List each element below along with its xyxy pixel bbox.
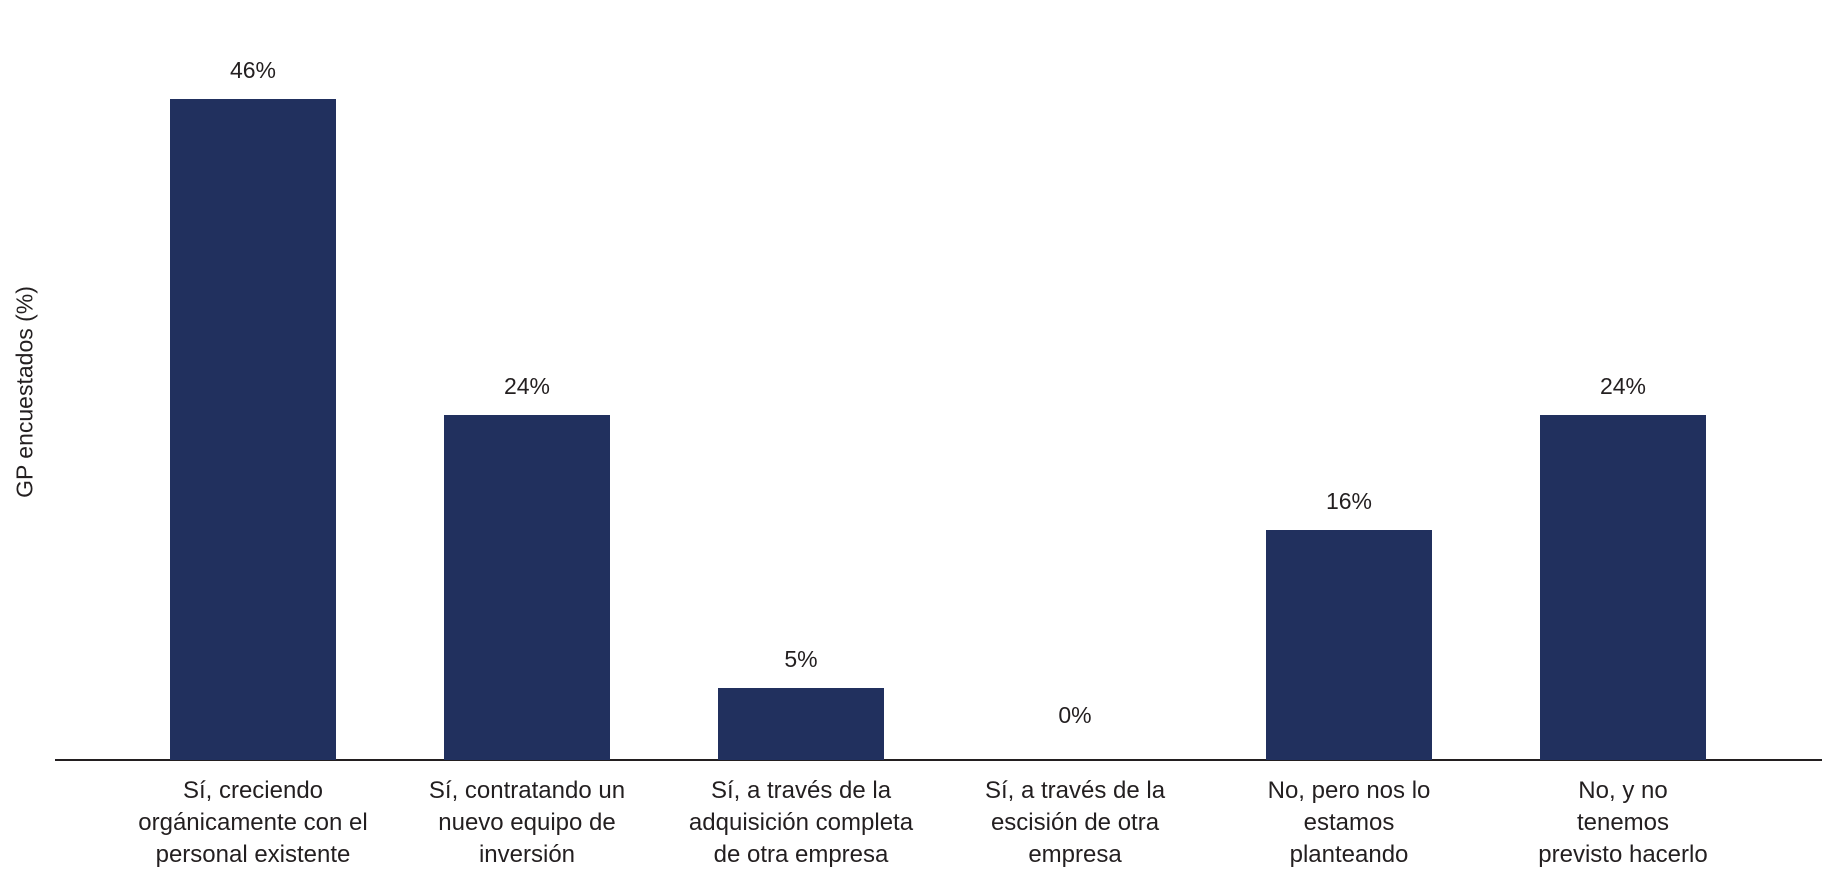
- x-axis-line: [55, 759, 1822, 761]
- bar: [170, 99, 336, 760]
- category-label-line: estamos: [1303, 809, 1395, 836]
- category-label-line: Sí, a través de la: [710, 777, 892, 804]
- category-label: No, pero nos lo estamos planteando: [1212, 775, 1486, 871]
- category-label-line: personal existente: [155, 841, 351, 868]
- category-label: Sí, a través de la adquisición completa de…: [664, 775, 938, 871]
- bar: [444, 415, 610, 760]
- category-label-line: inversión: [478, 841, 576, 868]
- bar-value-label: 16%: [1325, 488, 1373, 514]
- category-label-line: escisión de otra: [990, 809, 1160, 836]
- category-label-line: No, pero nos lo: [1267, 777, 1431, 804]
- category-label-line: Sí, a través de la: [984, 777, 1166, 804]
- category-label-line: tenemos: [1576, 809, 1670, 836]
- category-label-line: Sí, contratando un: [428, 777, 626, 804]
- bar: [1540, 415, 1706, 760]
- category-label-line: planteando: [1289, 841, 1409, 868]
- bar-value-label: 0%: [1058, 702, 1092, 728]
- bar: [718, 688, 884, 760]
- y-axis-label: GP encuestados (%): [11, 286, 38, 498]
- category-label: Sí, a través de la escisión de otra empres…: [938, 775, 1212, 871]
- category-label: No, y no tenemos previsto hacerlo: [1486, 775, 1760, 871]
- category-label-line: previsto hacerlo: [1538, 841, 1708, 868]
- category-label-line: adquisición completa: [688, 809, 914, 836]
- category-label: Sí, creciendo orgánicamente con el persona…: [116, 775, 390, 871]
- bar-value-label: 46%: [229, 57, 277, 83]
- category-label-line: orgánicamente con el: [138, 809, 368, 836]
- category-label-line: de otra empresa: [713, 841, 889, 868]
- category-label-line: No, y no: [1578, 777, 1668, 804]
- bar-value-label: 24%: [503, 373, 551, 399]
- category-label-line: empresa: [1028, 841, 1122, 868]
- category-label-line: nuevo equipo de: [438, 809, 616, 836]
- category-label: Sí, contratando un nuevo equipo de inversi…: [390, 775, 664, 871]
- bar-value-label: 5%: [784, 646, 818, 672]
- category-label-line: Sí, creciendo: [182, 777, 324, 804]
- bar-value-label: 24%: [1599, 373, 1647, 399]
- bar: [1266, 530, 1432, 760]
